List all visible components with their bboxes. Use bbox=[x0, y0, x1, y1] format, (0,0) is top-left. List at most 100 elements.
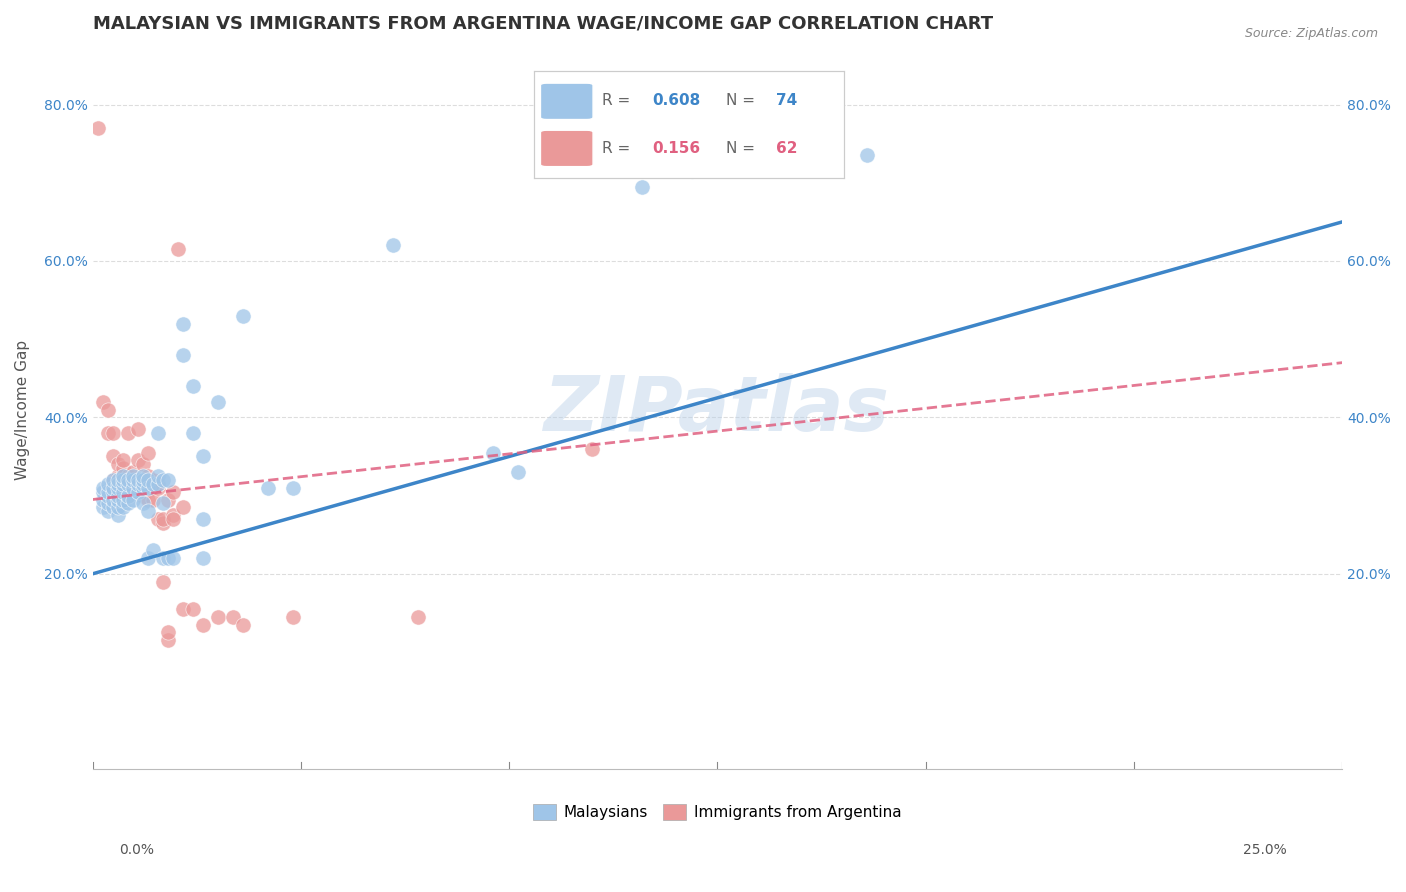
Point bbox=[111, 476, 134, 491]
Point bbox=[127, 453, 149, 467]
Point bbox=[97, 484, 120, 499]
Point bbox=[86, 121, 108, 136]
FancyBboxPatch shape bbox=[540, 83, 593, 120]
Point bbox=[111, 484, 134, 499]
Point bbox=[101, 492, 124, 507]
Point bbox=[172, 348, 194, 362]
Point bbox=[111, 492, 134, 507]
Point bbox=[136, 492, 159, 507]
Point bbox=[117, 425, 139, 440]
Point bbox=[156, 633, 179, 648]
Point bbox=[631, 179, 654, 194]
Point bbox=[111, 481, 134, 495]
Point bbox=[162, 512, 184, 526]
Point bbox=[152, 516, 174, 530]
Text: 25.0%: 25.0% bbox=[1243, 843, 1286, 857]
Point bbox=[111, 500, 134, 515]
Point bbox=[121, 484, 143, 499]
Text: R =: R = bbox=[602, 93, 636, 108]
Point bbox=[117, 476, 139, 491]
Point bbox=[581, 442, 603, 456]
Point bbox=[111, 473, 134, 487]
Point bbox=[142, 492, 165, 507]
Point bbox=[166, 242, 188, 256]
Point bbox=[111, 469, 134, 483]
Point bbox=[131, 473, 153, 487]
Point bbox=[191, 551, 214, 566]
Point bbox=[136, 476, 159, 491]
Text: 0.608: 0.608 bbox=[652, 93, 700, 108]
Point bbox=[131, 476, 153, 491]
Point bbox=[97, 402, 120, 417]
Point bbox=[101, 425, 124, 440]
Text: N =: N = bbox=[725, 141, 759, 156]
Point bbox=[107, 481, 129, 495]
Point bbox=[111, 473, 134, 487]
Point bbox=[107, 473, 129, 487]
Point bbox=[146, 481, 169, 495]
Point bbox=[406, 609, 429, 624]
Point bbox=[101, 473, 124, 487]
Point bbox=[101, 500, 124, 515]
Point bbox=[131, 496, 153, 510]
Point bbox=[127, 484, 149, 499]
Point bbox=[107, 476, 129, 491]
Point bbox=[97, 504, 120, 518]
Point bbox=[117, 476, 139, 491]
Point bbox=[152, 473, 174, 487]
Point bbox=[142, 473, 165, 487]
Text: N =: N = bbox=[725, 93, 759, 108]
Point bbox=[121, 473, 143, 487]
Point bbox=[91, 492, 114, 507]
Legend: Malaysians, Immigrants from Argentina: Malaysians, Immigrants from Argentina bbox=[527, 798, 908, 826]
Point bbox=[162, 508, 184, 523]
Point bbox=[131, 473, 153, 487]
Point bbox=[101, 473, 124, 487]
Point bbox=[146, 476, 169, 491]
Point bbox=[181, 602, 204, 616]
Point bbox=[97, 489, 120, 503]
Point bbox=[127, 476, 149, 491]
Point bbox=[181, 379, 204, 393]
Point bbox=[156, 625, 179, 640]
Point bbox=[162, 484, 184, 499]
Point bbox=[172, 317, 194, 331]
Point bbox=[97, 476, 120, 491]
Point bbox=[127, 473, 149, 487]
Point bbox=[121, 469, 143, 483]
Point bbox=[136, 469, 159, 483]
Point bbox=[131, 489, 153, 503]
Point bbox=[146, 476, 169, 491]
Point bbox=[121, 492, 143, 507]
FancyBboxPatch shape bbox=[540, 130, 593, 167]
Point bbox=[107, 508, 129, 523]
Point bbox=[181, 425, 204, 440]
Point bbox=[856, 148, 879, 162]
Point bbox=[136, 504, 159, 518]
Point bbox=[256, 481, 278, 495]
Point bbox=[172, 500, 194, 515]
Point bbox=[152, 496, 174, 510]
Point bbox=[101, 450, 124, 464]
Point bbox=[121, 465, 143, 479]
Point bbox=[111, 453, 134, 467]
Text: ZIPatlas: ZIPatlas bbox=[544, 373, 890, 447]
Point bbox=[107, 469, 129, 483]
Point bbox=[101, 481, 124, 495]
Point bbox=[107, 476, 129, 491]
Point bbox=[111, 469, 134, 483]
Point bbox=[172, 602, 194, 616]
Point bbox=[107, 492, 129, 507]
Point bbox=[232, 309, 254, 323]
Point bbox=[117, 496, 139, 510]
Point bbox=[146, 425, 169, 440]
Point bbox=[131, 469, 153, 483]
Point bbox=[127, 422, 149, 436]
Point bbox=[97, 496, 120, 510]
Point bbox=[136, 551, 159, 566]
Point bbox=[117, 489, 139, 503]
Point bbox=[146, 469, 169, 483]
Point bbox=[281, 609, 304, 624]
Text: 62: 62 bbox=[776, 141, 797, 156]
Point bbox=[191, 512, 214, 526]
